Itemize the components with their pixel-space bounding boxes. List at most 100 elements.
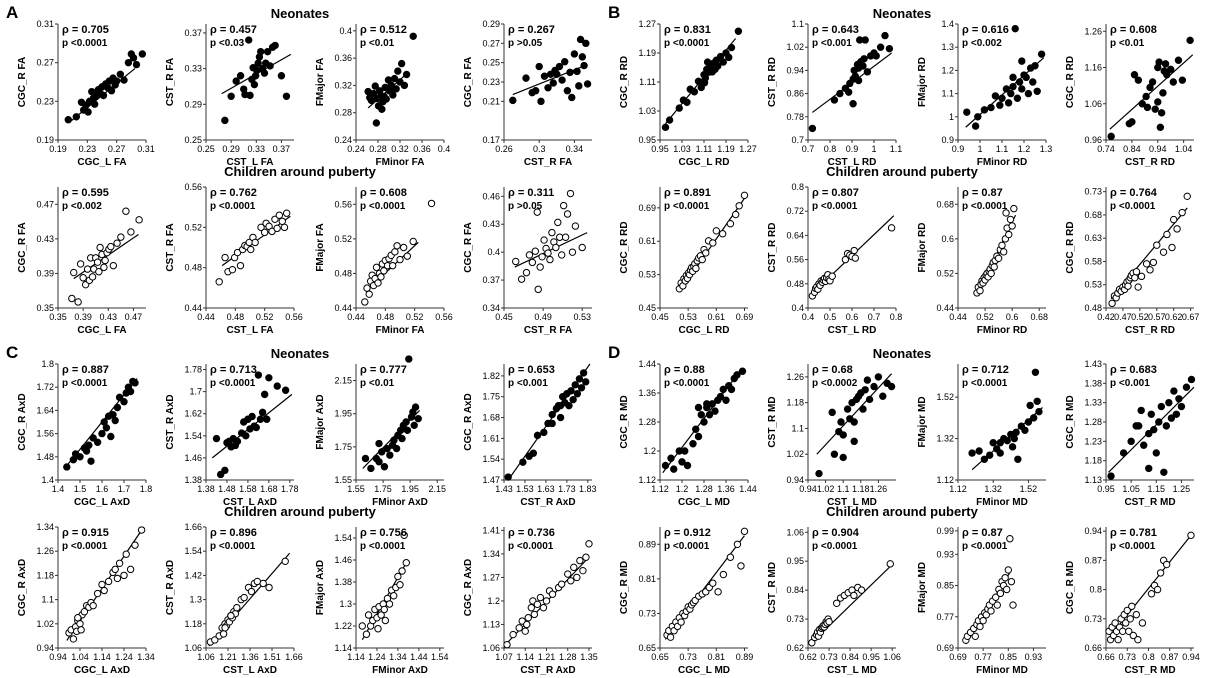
data-point: [254, 59, 262, 67]
data-point: [1169, 78, 1177, 86]
rho-value: ρ = 0.891: [664, 187, 711, 199]
data-point: [1137, 272, 1146, 281]
data-point: [1149, 258, 1158, 267]
x-tick-label: 1: [977, 144, 982, 154]
x-axis-label: FMinor FA: [376, 325, 425, 336]
data-point: [993, 601, 1001, 609]
y-tick-label: 0.52: [936, 268, 954, 278]
y-tick-label: 1.26: [786, 372, 804, 382]
group-title: Neonates: [873, 346, 932, 361]
data-point: [1003, 436, 1011, 445]
x-axis-label: FMinor AxD: [372, 497, 428, 508]
x-tick-label: 0.95: [1097, 484, 1115, 494]
data-point: [874, 373, 883, 381]
data-point: [107, 242, 115, 251]
data-point: [263, 415, 271, 423]
y-tick-label: 0.45: [638, 303, 656, 313]
y-axis-label: CGC_R RD: [1065, 221, 1076, 273]
data-point: [1009, 73, 1017, 82]
y-axis-label: CGC_R AxD: [17, 393, 28, 450]
data-point: [1031, 368, 1040, 376]
data-point: [98, 580, 106, 589]
data-point: [859, 62, 867, 70]
x-tick-label: 1.95: [401, 484, 419, 494]
rho-value: ρ = 0.736: [508, 527, 555, 539]
data-point: [1147, 410, 1155, 418]
y-tick-label: 1.23: [1084, 436, 1102, 446]
data-point: [1125, 627, 1133, 636]
data-point: [89, 601, 97, 610]
data-point: [1154, 98, 1162, 106]
data-point: [111, 416, 119, 425]
data-point: [675, 104, 683, 112]
y-tick-label: 1.26: [1084, 26, 1102, 36]
data-point: [999, 248, 1008, 256]
data-point: [400, 81, 409, 90]
data-point: [548, 410, 556, 419]
data-point: [100, 586, 108, 595]
data-point: [845, 88, 853, 96]
data-point: [393, 242, 401, 250]
y-tick-label: 1.38: [184, 475, 202, 485]
y-tick-label: 0.46: [482, 191, 500, 201]
data-point: [503, 640, 511, 649]
data-point: [362, 630, 371, 638]
x-tick-label: 1.14: [347, 652, 365, 662]
x-axis-label: FMinor RD: [977, 157, 1028, 168]
x-tick-label: 0.84: [1123, 144, 1141, 154]
data-point: [863, 68, 872, 76]
data-point: [411, 403, 420, 411]
data-point: [987, 103, 995, 112]
y-tick-label: 1.64: [36, 405, 54, 415]
x-tick-label: 0.9: [952, 144, 965, 154]
data-point: [583, 80, 592, 88]
y-tick-label: 0.95: [786, 556, 804, 566]
data-point: [861, 386, 869, 394]
y-tick-label: 1.46: [184, 453, 202, 463]
data-point: [367, 96, 376, 105]
p-value: p <0.0001: [1110, 541, 1156, 552]
y-tick-label: 1.18: [786, 398, 804, 408]
x-tick-label: 1.5: [74, 484, 87, 494]
x-axis-label: CGC_L FA: [77, 325, 126, 336]
y-axis-label: CST_R RD: [767, 222, 778, 272]
x-axis-label: CST_R AxD: [520, 497, 575, 508]
data-point: [559, 201, 568, 210]
regression-line: [1109, 54, 1194, 130]
data-point: [538, 253, 546, 261]
data-point: [265, 583, 273, 592]
data-point: [281, 557, 289, 565]
data-point: [131, 541, 139, 549]
data-point: [1163, 230, 1171, 239]
x-tick-label: 0.65: [651, 652, 669, 662]
data-point: [392, 444, 401, 453]
data-point: [363, 284, 371, 292]
x-tick-label: 0.84: [841, 652, 859, 662]
p-value: p <0.0001: [664, 541, 710, 552]
y-axis-label: CGC_R FA: [17, 222, 28, 273]
data-point: [1007, 577, 1016, 586]
x-tick-label: 0.7: [802, 144, 815, 154]
p-value: p <0.0001: [962, 378, 1008, 389]
data-point: [887, 224, 896, 232]
data-point: [727, 385, 736, 394]
x-tick-label: 0.95: [651, 144, 669, 154]
x-tick-label: 0.24: [347, 144, 365, 154]
y-tick-label: 0.77: [936, 612, 954, 622]
data-point: [124, 58, 133, 67]
p-value: p <0.0001: [962, 201, 1008, 212]
x-tick-label: 1.68: [260, 484, 278, 494]
x-tick-label: 1.35: [580, 652, 598, 662]
y-tick-label: 1.75: [334, 442, 352, 452]
data-point: [1174, 56, 1183, 64]
data-point: [369, 89, 378, 98]
x-tick-label: 1.18: [852, 484, 870, 494]
x-tick-label: 0.3: [533, 144, 546, 154]
x-tick-label: 1.3: [1040, 144, 1053, 154]
data-point: [1124, 282, 1132, 290]
x-tick-label: 0.89: [736, 652, 754, 662]
data-point: [87, 457, 95, 465]
x-tick-label: 1.8: [140, 484, 153, 494]
data-point: [570, 50, 579, 58]
